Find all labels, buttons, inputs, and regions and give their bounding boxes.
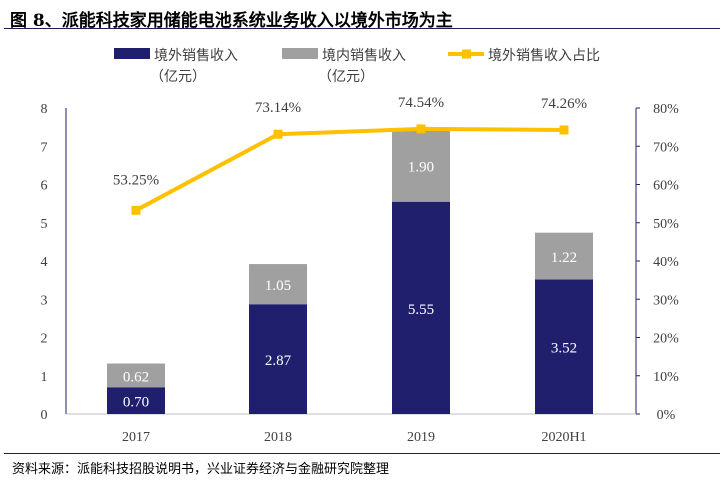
source-note: 资料来源：派能科技招股说明书，兴业证券经济与金融研究院整理 [12, 462, 390, 477]
y-tick-label: 6 [41, 179, 48, 194]
y2-tick-label: 40% [653, 255, 679, 270]
bar-overseas-label: 5.55 [408, 302, 434, 318]
y2-tick-label: 80% [653, 102, 679, 117]
y-tick-label: 7 [41, 140, 48, 155]
bar-domestic [392, 129, 450, 202]
x-tick-label: 2019 [407, 430, 435, 445]
y-tick-label: 5 [41, 217, 48, 232]
ratio-label: 74.26% [541, 96, 587, 112]
y2-tick-label: 60% [653, 179, 679, 194]
legend-swatch-domestic [282, 48, 318, 59]
legend-label: 境外销售收入 [154, 48, 238, 64]
y-tick-label: 0 [41, 408, 48, 423]
ratio-point [131, 205, 141, 215]
bar-domestic [535, 232, 593, 280]
y-tick-label: 8 [41, 102, 48, 117]
bar-overseas-label: 3.52 [551, 341, 577, 357]
legend-label-unit: （亿元） [318, 69, 374, 85]
y2-tick-label: 0% [657, 408, 676, 423]
legend-label-unit: （亿元） [150, 69, 206, 85]
bar-domestic [107, 363, 165, 388]
ratio-label: 74.54% [398, 95, 444, 111]
x-tick-label: 2018 [264, 430, 292, 445]
source-divider [4, 453, 720, 454]
ratio-line [135, 126, 565, 213]
x-tick-label: 2020H1 [541, 430, 586, 445]
bar-overseas-label: 2.87 [265, 353, 292, 369]
y2-tick-label: 30% [653, 293, 679, 308]
bar-overseas [107, 387, 165, 414]
y2-tick-label: 70% [653, 140, 679, 155]
bar-domestic-label: 0.62 [123, 369, 149, 385]
y-tick-label: 1 [41, 370, 48, 385]
bar-overseas-label: 0.70 [123, 395, 149, 411]
bar-domestic-label: 1.90 [408, 159, 434, 175]
bar-overseas [392, 201, 450, 414]
ratio-label: 73.14% [255, 100, 301, 116]
x-tick-label: 2017 [122, 430, 150, 445]
bar-domestic-label: 1.22 [551, 250, 577, 266]
legend-swatch-overseas [114, 48, 150, 59]
bar-overseas [535, 279, 593, 414]
chart-title: 图 8、派能科技家用储能电池系统业务收入以境外市场为主 [10, 11, 453, 31]
bar-domestic [249, 264, 307, 305]
ratio-point [559, 125, 569, 135]
bar-overseas [249, 304, 307, 414]
y2-tick-label: 10% [653, 370, 679, 385]
ratio-point [273, 129, 283, 139]
legend-swatch-ratio-marker [462, 49, 471, 59]
y-tick-label: 3 [41, 293, 48, 308]
y-tick-label: 4 [41, 255, 48, 270]
y2-tick-label: 20% [653, 332, 679, 347]
legend-label: 境内销售收入 [322, 48, 406, 64]
ratio-point [416, 124, 426, 134]
title-divider [4, 28, 720, 29]
y2-tick-label: 50% [653, 217, 679, 232]
legend-label: 境外销售收入占比 [488, 48, 600, 64]
y-tick-label: 2 [41, 332, 48, 347]
ratio-label: 53.25% [113, 172, 159, 188]
bar-domestic-label: 1.05 [265, 278, 291, 294]
